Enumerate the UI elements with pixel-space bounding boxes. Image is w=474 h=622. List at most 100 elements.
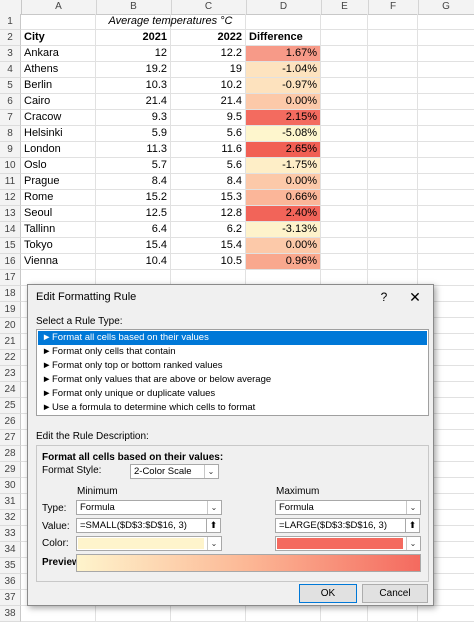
format-style-select[interactable]: 2-Color Scale — [130, 464, 219, 479]
select-all-corner[interactable] — [0, 0, 22, 14]
value-2021-cell[interactable]: 5.9 — [151, 127, 167, 139]
maximum-value-input[interactable]: =LARGE($D$3:$D$16, 3) — [275, 518, 406, 533]
city-cell[interactable]: Tokyo — [24, 239, 53, 251]
minimum-type-select[interactable]: Formula — [76, 500, 222, 515]
minimum-color-picker[interactable] — [76, 536, 222, 551]
header-cell-difference[interactable]: Difference — [249, 31, 303, 43]
difference-cell[interactable]: -0.97% — [246, 78, 320, 93]
value-2022-cell[interactable]: 10.5 — [220, 255, 242, 267]
city-cell[interactable]: Ankara — [24, 47, 59, 59]
difference-cell[interactable]: 2.15% — [246, 110, 320, 125]
value-2021-cell[interactable]: 9.3 — [151, 111, 167, 123]
column-header[interactable]: D — [246, 0, 322, 14]
row-header[interactable]: 10 — [0, 158, 21, 174]
row-header[interactable]: 24 — [0, 382, 21, 398]
rule-type-item[interactable]: ►Format all cells based on their values — [38, 331, 427, 345]
row-header[interactable]: 34 — [0, 542, 21, 558]
city-cell[interactable]: Oslo — [24, 159, 47, 171]
value-2021-cell[interactable]: 10.4 — [145, 255, 167, 267]
value-2022-cell[interactable]: 9.5 — [226, 111, 242, 123]
row-header[interactable]: 17 — [0, 270, 21, 286]
value-2021-cell[interactable]: 21.4 — [145, 95, 167, 107]
rule-type-item[interactable]: ►Format only cells that contain — [38, 345, 427, 359]
difference-cell[interactable]: 0.96% — [246, 254, 320, 269]
value-2022-cell[interactable]: 12.8 — [220, 207, 242, 219]
city-cell[interactable]: Vienna — [24, 255, 59, 267]
sheet-title-cell[interactable]: Average temperatures °C — [108, 15, 233, 27]
help-icon[interactable]: ? — [380, 290, 388, 304]
value-2021-cell[interactable]: 12 — [154, 47, 167, 59]
row-header[interactable]: 28 — [0, 446, 21, 462]
row-header[interactable]: 14 — [0, 222, 21, 238]
difference-cell[interactable]: 2.65% — [246, 142, 320, 157]
value-2022-cell[interactable]: 11.6 — [221, 143, 242, 155]
range-select-icon[interactable]: ⬆ — [206, 518, 221, 533]
row-header[interactable]: 7 — [0, 110, 21, 126]
value-2022-cell[interactable]: 6.2 — [226, 223, 242, 235]
chevron-down-icon[interactable]: ⌄ — [207, 537, 220, 550]
city-cell[interactable]: London — [24, 143, 61, 155]
city-cell[interactable]: Berlin — [24, 79, 53, 91]
value-2022-cell[interactable]: 5.6 — [226, 127, 242, 139]
row-header[interactable]: 23 — [0, 366, 21, 382]
row-header[interactable]: 16 — [0, 254, 21, 270]
value-2022-cell[interactable]: 21.4 — [220, 95, 242, 107]
row-header[interactable]: 26 — [0, 414, 21, 430]
difference-cell[interactable]: 1.67% — [246, 46, 320, 61]
rule-type-list[interactable]: ►Format all cells based on their values ►… — [36, 329, 429, 416]
row-header[interactable]: 25 — [0, 398, 21, 414]
row-header[interactable]: 4 — [0, 62, 21, 78]
column-header[interactable]: E — [321, 0, 369, 14]
row-header[interactable]: 11 — [0, 174, 21, 190]
row-header[interactable]: 18 — [0, 286, 21, 302]
value-2022-cell[interactable]: 15.3 — [220, 191, 242, 203]
difference-cell[interactable]: -1.75% — [246, 158, 320, 173]
value-2021-cell[interactable]: 8.4 — [151, 175, 167, 187]
value-2022-cell[interactable]: 12.2 — [220, 47, 242, 59]
city-cell[interactable]: Prague — [24, 175, 60, 187]
chevron-down-icon[interactable]: ⌄ — [406, 501, 419, 514]
row-header[interactable]: 8 — [0, 126, 21, 142]
column-header[interactable]: G — [418, 0, 474, 14]
minimum-value-input[interactable]: =SMALL($D$3:$D$16, 3) — [76, 518, 207, 533]
row-header[interactable]: 27 — [0, 430, 21, 446]
row-header[interactable]: 37 — [0, 590, 21, 606]
difference-cell[interactable]: 0.66% — [246, 190, 320, 205]
difference-cell[interactable]: 0.00% — [246, 238, 320, 253]
row-header[interactable]: 36 — [0, 574, 21, 590]
row-header[interactable]: 12 — [0, 190, 21, 206]
column-header[interactable]: C — [171, 0, 247, 14]
column-header[interactable]: F — [368, 0, 419, 14]
range-select-icon[interactable]: ⬆ — [405, 518, 420, 533]
value-2021-cell[interactable]: 15.2 — [145, 191, 167, 203]
city-cell[interactable]: Cairo — [24, 95, 51, 107]
value-2021-cell[interactable]: 10.3 — [145, 79, 167, 91]
row-header[interactable]: 5 — [0, 78, 21, 94]
column-header[interactable]: A — [21, 0, 97, 14]
row-header[interactable]: 19 — [0, 302, 21, 318]
rule-type-item[interactable]: ►Format only unique or duplicate values — [38, 387, 427, 401]
row-header[interactable]: 1 — [0, 14, 21, 30]
rule-type-item[interactable]: ►Format only top or bottom ranked values — [38, 359, 427, 373]
city-cell[interactable]: Helsinki — [24, 127, 63, 139]
value-2021-cell[interactable]: 15.4 — [145, 239, 167, 251]
chevron-down-icon[interactable]: ⌄ — [207, 501, 220, 514]
value-2022-cell[interactable]: 19 — [229, 63, 242, 75]
value-2022-cell[interactable]: 10.2 — [220, 79, 242, 91]
value-2021-cell[interactable]: 11.3 — [146, 143, 167, 155]
value-2022-cell[interactable]: 15.4 — [220, 239, 242, 251]
row-header[interactable]: 2 — [0, 30, 21, 46]
row-header[interactable]: 15 — [0, 238, 21, 254]
row-header[interactable]: 32 — [0, 510, 21, 526]
chevron-down-icon[interactable]: ⌄ — [406, 537, 419, 550]
chevron-down-icon[interactable]: ⌄ — [204, 465, 217, 478]
row-header[interactable]: 35 — [0, 558, 21, 574]
close-icon[interactable]: ✕ — [409, 289, 421, 305]
cancel-button[interactable]: Cancel — [362, 584, 428, 603]
city-cell[interactable]: Rome — [24, 191, 54, 203]
value-2022-cell[interactable]: 5.6 — [226, 159, 242, 171]
maximum-color-picker[interactable] — [275, 536, 421, 551]
difference-cell[interactable]: -1.04% — [246, 62, 320, 77]
rule-type-item[interactable]: ►Format only values that are above or be… — [38, 373, 427, 387]
row-header[interactable]: 38 — [0, 606, 21, 622]
